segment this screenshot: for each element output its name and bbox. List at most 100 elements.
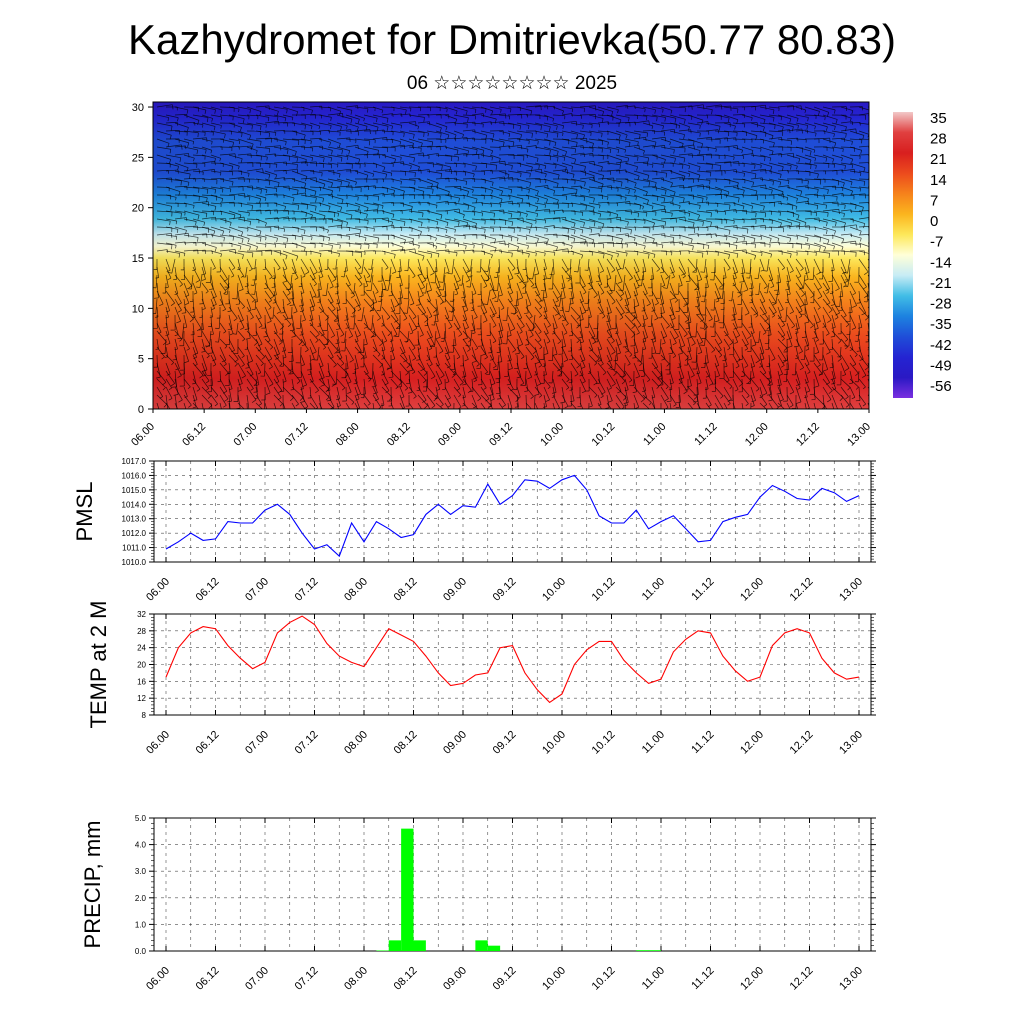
colorbar-gradient [893, 112, 913, 398]
xtick-label: 07.12 [293, 576, 321, 604]
xtick-label: 11.00 [640, 576, 667, 603]
xtick-label: 10.12 [590, 965, 618, 993]
heatmap-xtick-label: 11.12 [692, 421, 719, 448]
heatmap-xtick-label: 09.00 [436, 421, 464, 449]
xtick-label: 07.00 [243, 965, 271, 993]
xtick-label: 10.00 [540, 576, 568, 604]
heatmap-xtick-label: 10.12 [589, 421, 617, 449]
xtick-label: 08.00 [342, 965, 370, 993]
precip-bar [487, 945, 501, 951]
heatmap-xtick-label: 08.00 [334, 421, 362, 449]
ytick-label: 1015.0 [122, 486, 147, 495]
ytick-label: 32 [137, 610, 146, 619]
colorbar-label: -14 [930, 254, 952, 271]
xtick-label: 09.00 [441, 965, 469, 993]
ytick-label: 1011.0 [122, 544, 146, 553]
ytick-label: 24 [137, 644, 146, 653]
colorbar-label: -49 [930, 357, 952, 374]
precip-panel: 0.0 1.0 2.0 3.0 4.0 5.0 06.00 06.12 07.00 07.12 08… [80, 814, 876, 993]
panel-grid [154, 613, 871, 716]
xtick-label: 12.12 [788, 576, 816, 604]
heatmap-xtick-label: 10.00 [538, 421, 566, 449]
precip-bar [636, 950, 649, 951]
cross-section-panel: 0 5 10 15 20 25 30 06.00 06.12 07.00 07.12 08.00 08.… [129, 101, 873, 449]
colorbar-label: 14 [930, 172, 947, 189]
heatmap-xtick-label: 07.00 [231, 421, 259, 449]
ytick-label: 4.0 [135, 841, 147, 850]
xtick-label: 10.00 [540, 729, 568, 757]
xtick-label: 08.00 [342, 576, 370, 604]
precip-bar [475, 940, 488, 951]
colorbar-label: 21 [930, 151, 947, 168]
xtick-label: 06.12 [194, 729, 222, 757]
ytick-label: 1.0 [135, 920, 147, 929]
precip-bar [648, 950, 661, 951]
panel-grid [154, 460, 871, 563]
pmsl-panel: 1010.0 1011.0 1012.0 1013.0 1014.0 1015.0 1016… [72, 457, 876, 604]
temp-panel: 8 12 16 20 24 28 32 06.00 06.12 07.00 07.12 08.00 08… [86, 601, 876, 757]
panel-grid [154, 817, 871, 952]
ytick-label: 5.0 [135, 814, 147, 823]
xtick-label: 07.00 [243, 576, 271, 604]
heatmap-xtick-label: 08.12 [385, 421, 413, 449]
panel-ylabel: PRECIP, mm [80, 821, 105, 949]
precip-bar [388, 940, 402, 951]
heatmap-xtick-label: 12.00 [743, 421, 771, 449]
xtick-label: 11.00 [640, 729, 667, 756]
wind-barbs [153, 104, 869, 409]
chart-title: Kazhydromet for Dmitrievka(50.77 80.83) [128, 16, 896, 63]
heatmap-ytick-label: 25 [132, 152, 144, 164]
heatmap-ytick-label: 5 [138, 354, 144, 366]
xtick-label: 13.00 [837, 729, 865, 757]
heatmap-xtick-label: 11.00 [641, 421, 668, 448]
xtick-label: 09.00 [441, 576, 469, 604]
heatmap-xtick-label: 07.12 [283, 421, 311, 449]
xtick-label: 13.00 [837, 576, 865, 604]
ytick-label: 20 [137, 661, 146, 670]
xtick-label: 09.00 [441, 729, 469, 757]
xtick-label: 06.12 [194, 576, 222, 604]
colorbar-label: -28 [930, 296, 952, 313]
xtick-label: 13.00 [837, 965, 865, 993]
xtick-label: 08.00 [342, 729, 370, 757]
colorbar-label: 0 [930, 213, 938, 230]
series-line [165, 615, 860, 704]
ytick-label: 1012.0 [122, 529, 147, 538]
xtick-label: 08.12 [392, 965, 420, 993]
heatmap-ytick-label: 10 [132, 303, 144, 315]
colorbar-label: -35 [930, 316, 952, 333]
xtick-label: 06.00 [144, 729, 172, 757]
xtick-label: 10.00 [540, 965, 568, 993]
colorbar-label: 28 [930, 131, 947, 148]
colorbar-label: -56 [930, 378, 952, 395]
heatmap-ytick-label: 15 [132, 253, 144, 265]
chart-subtitle: 06 ☆☆☆☆☆☆☆☆ 2025 [406, 73, 618, 94]
xtick-label: 11.12 [689, 576, 716, 603]
series-line [165, 474, 860, 558]
xtick-label: 06.12 [194, 965, 222, 993]
xtick-label: 12.00 [738, 576, 766, 604]
heatmap-xtick-label: 06.00 [129, 421, 157, 449]
ytick-label: 16 [137, 677, 146, 686]
heatmap-xtick-label: 12.12 [794, 421, 822, 449]
heatmap-ytick-label: 30 [132, 102, 144, 114]
precip-bar [401, 828, 414, 951]
xtick-label: 07.12 [293, 965, 321, 993]
xtick-label: 08.12 [392, 729, 420, 757]
xtick-label: 11.12 [689, 965, 716, 992]
xtick-label: 07.00 [243, 729, 271, 757]
heatmap-xtick-label: 09.12 [487, 421, 515, 449]
xtick-label: 09.12 [491, 965, 519, 993]
ytick-label: 12 [137, 694, 146, 703]
colorbar-label: -21 [930, 275, 952, 292]
colorbar: 35 28 21 14 7 0 -7 -14 -21 -28 -35 -42 -49 -56 [893, 110, 952, 398]
xtick-label: 06.00 [144, 576, 172, 604]
ytick-label: 1014.0 [122, 500, 147, 509]
panel-ylabel: TEMP at 2 M [86, 601, 111, 729]
xtick-label: 12.12 [788, 965, 816, 993]
heatmap-xtick-label: 06.12 [180, 421, 208, 449]
colorbar-label: -7 [930, 234, 943, 251]
xtick-label: 12.12 [788, 729, 816, 757]
colorbar-label: -42 [930, 337, 952, 354]
precip-bar [413, 940, 426, 951]
